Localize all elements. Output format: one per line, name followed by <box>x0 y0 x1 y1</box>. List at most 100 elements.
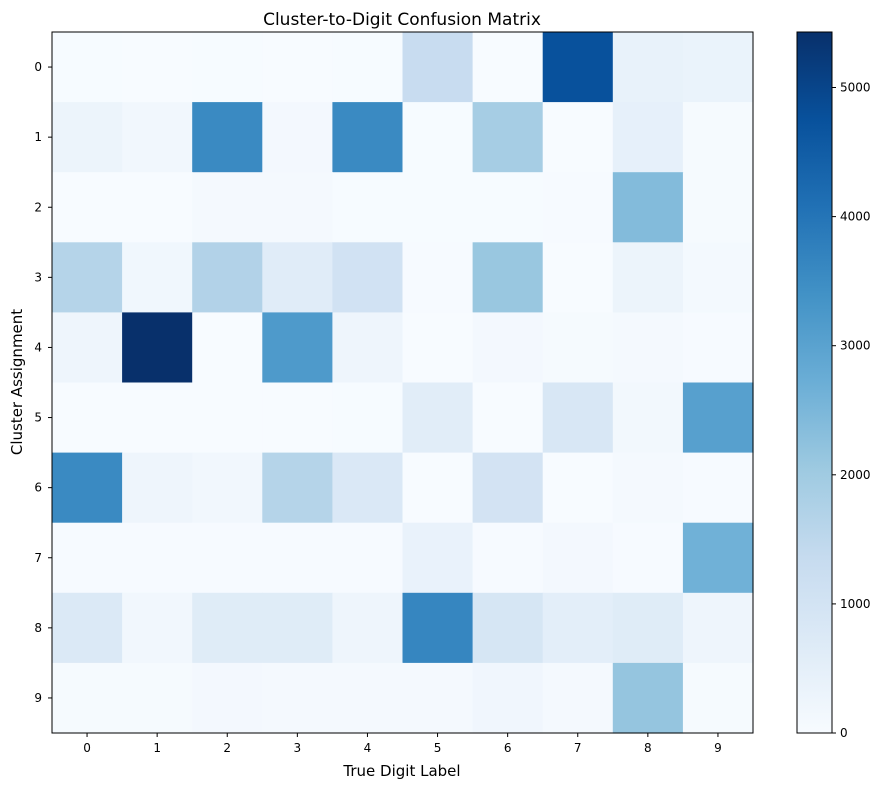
heatmap-cell <box>332 452 404 524</box>
heatmap-cell <box>52 102 123 173</box>
heatmap-cell <box>542 242 614 313</box>
heatmap-cell <box>192 32 263 103</box>
heatmap-cell <box>52 592 123 664</box>
x-tick-label: 8 <box>644 741 652 755</box>
heatmap-cell <box>402 592 474 664</box>
colorbar <box>796 31 833 734</box>
heatmap-cell <box>682 102 754 173</box>
heatmap-cell <box>262 312 333 384</box>
heatmap-cell <box>402 382 474 454</box>
heatmap-cell <box>52 452 123 524</box>
heatmap-cell <box>472 32 544 103</box>
heatmap-cell <box>612 522 684 594</box>
heatmap-cell <box>472 452 544 524</box>
heatmap-cell <box>52 662 123 734</box>
heatmap-cell <box>192 172 263 243</box>
heatmap-cell <box>402 522 474 594</box>
heatmap-cell <box>612 172 684 243</box>
y-tick-label: 4 <box>34 340 42 354</box>
heatmap-cell <box>122 382 193 454</box>
heatmap-cell <box>472 592 544 664</box>
x-axis-label: True Digit Label <box>342 762 460 780</box>
heatmap-cell <box>612 312 684 384</box>
heatmap-cell <box>542 522 614 594</box>
y-tick-label: 9 <box>34 691 42 705</box>
heatmap-cell <box>52 32 123 103</box>
heatmap-cell <box>472 172 544 243</box>
heatmap-cell <box>402 102 474 173</box>
heatmap-cell <box>542 662 614 734</box>
heatmap-cell <box>262 382 333 454</box>
heatmap-cell <box>472 382 544 454</box>
heatmap-cell <box>332 382 404 454</box>
x-tick-label: 2 <box>223 741 231 755</box>
y-tick-label: 3 <box>34 270 42 284</box>
y-tick-label: 6 <box>34 481 42 495</box>
heatmap-cell <box>122 102 193 173</box>
heatmap-cell <box>542 102 614 173</box>
heatmap-cell <box>122 522 193 594</box>
heatmap-cell <box>332 312 404 384</box>
heatmap-cell <box>262 522 333 594</box>
heatmap-cell <box>192 382 263 454</box>
heatmap-cell <box>472 242 544 313</box>
heatmap-cell <box>472 312 544 384</box>
heatmap-cell <box>192 662 263 734</box>
heatmap-cell <box>122 32 193 103</box>
y-tick-label: 1 <box>34 130 42 144</box>
x-tick-label: 4 <box>364 741 372 755</box>
heatmap-cell <box>682 522 754 594</box>
y-tick-label: 7 <box>34 551 42 565</box>
colorbar-tick-label: 5000 <box>840 81 871 95</box>
heatmap-cell <box>402 242 474 313</box>
y-tick-label: 2 <box>34 200 42 214</box>
x-tick-label: 5 <box>434 741 442 755</box>
y-tick-label: 8 <box>34 621 42 635</box>
x-tick-label: 6 <box>504 741 512 755</box>
heatmap-cell <box>262 592 333 664</box>
heatmap-cell <box>612 662 684 734</box>
plot-frame <box>51 31 754 734</box>
y-axis-label: Cluster Assignment <box>8 309 26 455</box>
heatmap-cell <box>52 312 123 384</box>
colorbar-ticks: 0 1000 2000 3000 4000 5000 <box>832 81 871 740</box>
heatmap-cell <box>472 522 544 594</box>
heatmap-cell <box>332 32 404 103</box>
heatmap-cell <box>612 102 684 173</box>
heatmap-cell <box>612 382 684 454</box>
y-tick-label: 0 <box>34 60 42 74</box>
heatmap-cell <box>542 312 614 384</box>
heatmap-cell <box>682 32 754 103</box>
heatmap-cell <box>262 172 333 243</box>
chart-title: Cluster-to-Digit Confusion Matrix <box>263 10 541 30</box>
heatmap-cell <box>122 312 193 384</box>
x-tick-label: 3 <box>294 741 302 755</box>
heatmap-cell <box>402 172 474 243</box>
heatmap-cell <box>332 662 404 734</box>
heatmap-cell <box>122 452 193 524</box>
x-tick-label: 9 <box>714 741 722 755</box>
heatmap-cells <box>52 32 754 734</box>
heatmap-cell <box>192 452 263 524</box>
heatmap-cell <box>682 662 754 734</box>
heatmap-cell <box>192 242 263 313</box>
heatmap-cell <box>262 452 333 524</box>
y-ticks: 0 1 2 3 4 5 6 7 8 9 <box>34 60 52 705</box>
colorbar-tick-label: 2000 <box>840 468 871 482</box>
heatmap-cell <box>192 522 263 594</box>
heatmap-cell <box>612 32 684 103</box>
colorbar-tick-label: 4000 <box>840 210 871 224</box>
heatmap-cell <box>262 32 333 103</box>
heatmap-cell <box>682 242 754 313</box>
heatmap-cell <box>472 102 544 173</box>
heatmap-cell <box>682 592 754 664</box>
heatmap-cell <box>122 242 193 313</box>
x-tick-label: 0 <box>83 741 91 755</box>
colorbar-tick-label: 1000 <box>840 597 871 611</box>
heatmap-cell <box>122 172 193 243</box>
heatmap-cell <box>122 592 193 664</box>
heatmap-cell <box>542 32 614 103</box>
colorbar-tick-label: 3000 <box>840 339 871 353</box>
heatmap-cell <box>612 592 684 664</box>
